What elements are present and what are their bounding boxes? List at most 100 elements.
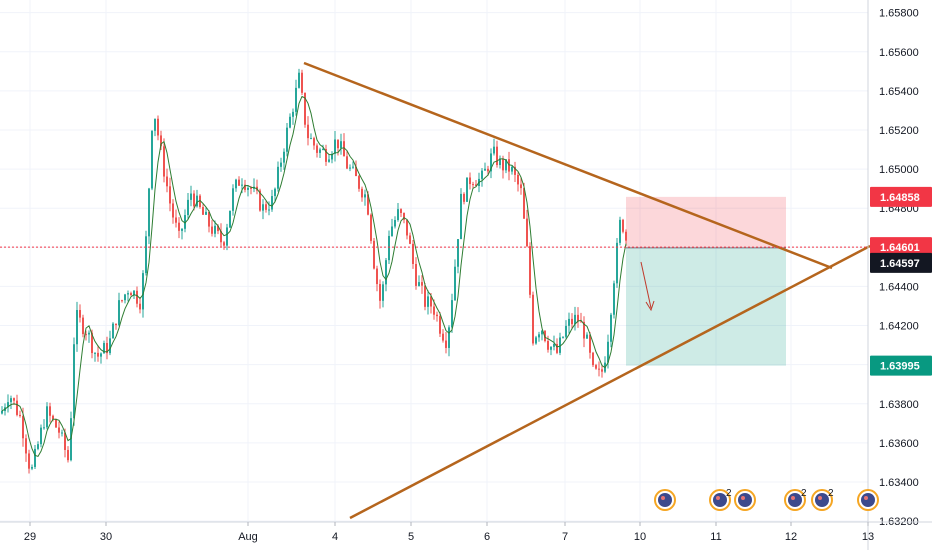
candle-body — [316, 145, 318, 153]
candle — [1, 406, 3, 415]
candle-body — [277, 166, 279, 189]
candle-body — [442, 333, 444, 341]
candle-body — [265, 204, 267, 210]
calendar-event-icon[interactable]: 2 — [811, 488, 834, 511]
candle-body — [514, 166, 516, 175]
candle — [475, 180, 477, 187]
upper-trendline[interactable] — [303, 61, 833, 270]
trendlines[interactable] — [303, 61, 871, 520]
price-tag: 1.63995 — [870, 355, 932, 376]
candle — [7, 394, 9, 413]
candle-body — [304, 92, 306, 125]
event-globe — [788, 493, 802, 507]
candle-body — [307, 124, 309, 139]
candle-body — [202, 207, 204, 215]
candle-body — [463, 193, 465, 202]
candle — [496, 140, 498, 168]
candle — [196, 189, 198, 208]
candle-body — [10, 398, 12, 403]
candle-body — [460, 193, 462, 240]
candle-body — [223, 242, 225, 246]
candle-body — [388, 235, 390, 261]
candle-body — [343, 141, 345, 157]
candle-body — [532, 294, 534, 344]
y-tick-label: 1.63400 — [879, 477, 919, 489]
calendar-event-icon[interactable] — [857, 489, 879, 511]
candle-body — [334, 139, 336, 154]
candle-body — [355, 166, 357, 177]
candle — [73, 337, 75, 426]
y-tick-label: 1.65000 — [879, 164, 919, 176]
price-tag-box — [870, 355, 932, 376]
candle-body — [283, 151, 285, 163]
calendar-event-icon[interactable]: 2 — [784, 488, 807, 511]
candle-body — [589, 334, 591, 353]
candle-body — [370, 214, 372, 241]
candle — [583, 316, 585, 348]
candle — [424, 282, 426, 311]
candle — [79, 304, 81, 323]
candle-body — [550, 346, 552, 350]
x-tick-label: 13 — [862, 531, 874, 543]
candle — [88, 330, 90, 343]
candle-body — [523, 188, 525, 219]
candle — [157, 115, 159, 141]
calendar-event-icon[interactable] — [734, 489, 756, 511]
position-zones[interactable] — [626, 196, 786, 366]
candle — [262, 199, 264, 220]
candle — [178, 217, 180, 239]
candle — [436, 311, 438, 322]
candle-body — [580, 321, 582, 323]
price-tag: 1.64601 — [870, 237, 932, 258]
candle — [214, 220, 216, 238]
candle — [316, 143, 318, 158]
candle-body — [445, 340, 447, 348]
event-markers[interactable]: 2 2 2 — [654, 488, 879, 511]
candle — [379, 279, 381, 309]
candle — [526, 209, 528, 248]
y-tick-label: 1.65200 — [879, 125, 919, 137]
candle-body — [559, 337, 561, 353]
candle — [208, 210, 210, 233]
lower-trendline[interactable] — [349, 244, 871, 520]
candle-body — [376, 268, 378, 285]
candle — [238, 176, 240, 186]
candle — [457, 238, 459, 274]
candle — [529, 242, 531, 299]
candle-body — [517, 174, 519, 185]
candle — [190, 185, 192, 207]
candle — [355, 160, 357, 177]
candle-body — [85, 334, 87, 336]
candle — [127, 290, 129, 302]
candle — [169, 177, 171, 212]
candle — [292, 108, 294, 125]
candle-body — [358, 176, 360, 189]
candle — [622, 218, 624, 234]
candle — [520, 177, 522, 195]
event-dot — [716, 496, 720, 500]
candle-body — [28, 453, 30, 469]
candle — [34, 444, 36, 470]
candle-body — [571, 318, 573, 325]
candle-body — [52, 415, 54, 420]
candle — [604, 356, 606, 374]
candle — [97, 345, 99, 362]
candle — [613, 280, 615, 319]
candle — [274, 187, 276, 203]
calendar-event-icon[interactable] — [654, 489, 676, 511]
candle-body — [319, 149, 321, 153]
candle-body — [217, 225, 219, 232]
candle — [154, 118, 156, 137]
candle-body — [31, 466, 33, 469]
take-profit-zone[interactable] — [626, 247, 786, 366]
candle — [406, 219, 408, 240]
candle — [289, 113, 291, 129]
candle-body — [430, 296, 432, 307]
candle — [331, 151, 333, 164]
calendar-event-icon[interactable]: 2 — [709, 488, 732, 511]
x-tick-label: 30 — [100, 531, 112, 543]
candle — [295, 79, 297, 116]
candle — [61, 429, 63, 437]
